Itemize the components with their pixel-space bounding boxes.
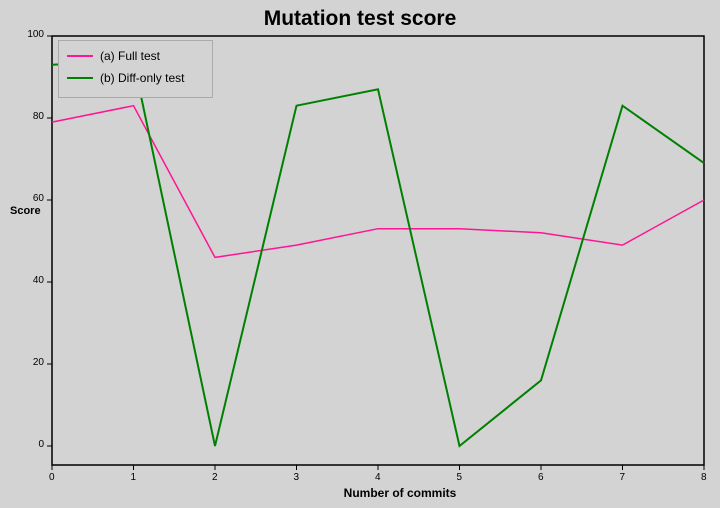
- legend-item-full-test: (a) Full test: [67, 49, 160, 63]
- y-tick-label: 40: [32, 275, 44, 286]
- y-tick-label: 20: [32, 357, 44, 368]
- x-tick-label: 5: [456, 472, 463, 483]
- y-tick-label: 100: [27, 29, 44, 40]
- series-line-1: [51, 59, 705, 448]
- x-tick-label: 6: [538, 472, 544, 483]
- x-tick-label: 2: [212, 472, 218, 483]
- legend: (a) Full test (b) Diff-only test: [58, 40, 213, 98]
- legend-swatch-full-test: [67, 55, 93, 57]
- legend-item-diff-only-test: (b) Diff-only test: [67, 71, 184, 85]
- x-tick-label: 0: [49, 472, 55, 483]
- series-line-0: [51, 104, 705, 259]
- x-tick-label: 3: [293, 472, 300, 483]
- x-tick-label: 7: [619, 472, 626, 483]
- x-tick-label: 8: [701, 472, 707, 483]
- chart-title: Mutation test score: [263, 7, 457, 30]
- legend-label-full-test: (a) Full test: [100, 49, 161, 63]
- y-tick-label: 0: [38, 439, 44, 450]
- y-axis-label: Score: [10, 205, 41, 217]
- legend-label-diff-only-test: (b) Diff-only test: [100, 71, 185, 85]
- legend-swatch-diff-only-test: [67, 77, 93, 79]
- axes: [47, 35, 705, 470]
- x-axis-label: Number of commits: [343, 486, 457, 500]
- x-tick-label: 4: [375, 472, 381, 483]
- data-lines: [51, 59, 705, 448]
- y-tick-label: 80: [32, 111, 44, 122]
- y-tick-label: 60: [32, 193, 44, 204]
- x-tick-label: 1: [130, 472, 137, 483]
